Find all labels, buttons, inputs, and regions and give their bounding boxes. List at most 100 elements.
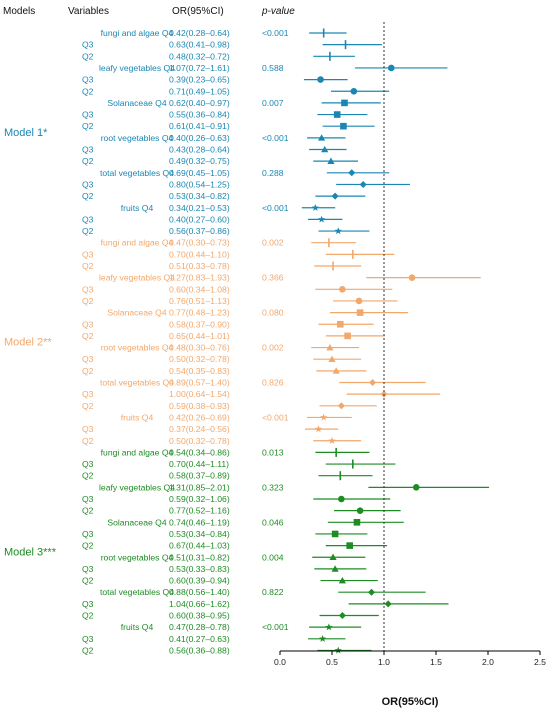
row-label: Q3 (82, 529, 94, 539)
row-or-ci: 0.54(0.35–0.83) (169, 366, 230, 376)
row-or-ci: 0.58(0.37–0.89) (169, 471, 230, 481)
row-or-ci: 0.43(0.28–0.64) (169, 145, 230, 155)
row-or-ci: 0.54(0.34–0.86) (169, 447, 230, 457)
row-label: fruits Q4 (121, 412, 154, 422)
row-or-ci: 0.51(0.33–0.78) (169, 261, 230, 271)
row-label: Q2 (82, 436, 94, 446)
row-or-ci: 0.37(0.24–0.56) (169, 424, 230, 434)
row-p-value: 0.007 (262, 98, 284, 108)
row-or-ci: 0.58(0.37–0.90) (169, 319, 230, 329)
forest-row: fruits Q4 0.47(0.28–0.78) <0.001 (121, 622, 362, 632)
row-label: Q2 (82, 576, 94, 586)
row-label: Q3 (82, 214, 94, 224)
point-estimate-circle (338, 495, 345, 503)
row-or-ci: 0.77(0.48–1.23) (169, 308, 230, 318)
row-or-ci: 0.59(0.32–1.06) (169, 494, 230, 504)
row-or-ci: 0.62(0.40–0.97) (169, 98, 230, 108)
row-label: Q3 (82, 110, 94, 120)
forest-row: Q2 0.53(0.34–0.82) (82, 191, 366, 201)
row-label: fruits Q4 (121, 622, 154, 632)
forest-row: Q2 0.49(0.32–0.75) (82, 156, 358, 166)
point-estimate-star (317, 215, 326, 223)
forest-row: Q3 0.55(0.36–0.84) (82, 110, 368, 120)
header-models: Models (3, 6, 35, 17)
point-estimate-diamond (338, 612, 346, 619)
row-p-value: 0.004 (262, 552, 284, 562)
point-estimate-circle (387, 64, 395, 72)
row-or-ci: 0.60(0.34–1.08) (169, 284, 230, 294)
row-label: Q3 (82, 599, 94, 609)
row-label: Q3 (82, 634, 94, 644)
forest-row: Q2 0.56(0.37–0.86) (82, 226, 370, 236)
forest-row: Q3 0.53(0.33–0.83) (82, 564, 367, 574)
model-group: fungi and algae Q40.47(0.30–0.73) 0.002Q3… (4, 238, 481, 446)
forest-row: Q2 0.77(0.52–1.16) (82, 506, 401, 516)
forest-row: Q2 0.60(0.39–0.94) (82, 576, 378, 586)
point-estimate-diamond (348, 169, 356, 177)
forest-row: Q3 0.63(0.41–0.98) (82, 40, 382, 50)
header-or: OR(95%CI) (172, 6, 224, 17)
model-group: fungi and algae Q40.54(0.34–0.86) 0.013 Q3… (4, 447, 490, 655)
row-or-ci: 0.59(0.38–0.93) (169, 401, 230, 411)
row-or-ci: 0.69(0.45–1.05) (169, 168, 230, 178)
point-estimate-triangle (326, 343, 334, 351)
point-estimate-diamond (384, 600, 392, 608)
row-label: Q2 (82, 331, 94, 341)
forest-row: total vegetables Q40.89(0.57–1.40) 0.826 (100, 378, 426, 388)
row-label: fruits Q4 (121, 203, 154, 213)
forest-row: Q3 0.80(0.54–1.25) (82, 179, 410, 189)
row-p-value: <0.001 (262, 412, 289, 422)
row-label: Q2 (82, 506, 94, 516)
row-label: leafy vegetables Q4 (99, 482, 175, 492)
row-p-value: 0.588 (262, 63, 284, 73)
row-label: Q3 (82, 354, 94, 364)
row-or-ci: 0.50(0.32–0.78) (169, 436, 230, 446)
row-p-value: 0.013 (262, 447, 284, 457)
row-label: fungi and algae Q4 (101, 447, 174, 457)
point-estimate-triangle (332, 367, 340, 374)
x-tick-label: 1.5 (430, 657, 442, 667)
forest-row: leafy vegetables Q41.27(0.83–1.93) 0.366 (99, 273, 481, 283)
point-estimate-star (320, 413, 328, 421)
forest-row: fungi and algae Q40.42(0.28–0.64) <0.001 (101, 28, 347, 38)
point-estimate-triangle (318, 134, 326, 141)
row-or-ci: 0.34(0.21–0.53) (169, 203, 230, 213)
forest-row: Q3 0.37(0.24–0.56) (82, 424, 339, 434)
forest-row: Q3 0.70(0.44–1.10) (82, 249, 395, 259)
header-variables: Variables (68, 6, 109, 17)
row-or-ci: 0.67(0.44–1.03) (169, 541, 230, 551)
point-estimate-triangle (328, 355, 336, 362)
row-or-ci: 0.47(0.30–0.73) (169, 238, 230, 248)
forest-row: Q3 0.60(0.34–1.08) (82, 284, 393, 294)
row-label: Q3 (82, 389, 94, 399)
point-estimate-diamond (359, 180, 367, 188)
row-label: Solanaceae Q4 (107, 98, 166, 108)
point-estimate-triangle (338, 576, 346, 584)
point-estimate-circle (356, 507, 364, 514)
point-estimate-square (344, 332, 351, 340)
point-estimate-circle (339, 286, 346, 293)
forest-row: Q2 0.65(0.44–1.01) (82, 331, 386, 341)
row-or-ci: 0.53(0.34–0.82) (169, 191, 230, 201)
point-estimate-square (340, 122, 347, 130)
point-estimate-star (334, 227, 342, 235)
row-or-ci: 0.50(0.32–0.78) (169, 354, 230, 364)
row-or-ci: 0.71(0.49–1.05) (169, 86, 230, 96)
point-estimate-diamond (337, 402, 345, 410)
point-estimate-triangle (331, 565, 339, 572)
row-or-ci: 1.00(0.64–1.54) (169, 389, 230, 399)
row-label: Q2 (82, 401, 94, 411)
forest-row: total vegetables Q40.69(0.45–1.05) 0.288 (100, 168, 390, 178)
row-label: root vegetables Q4 (101, 552, 174, 562)
point-estimate-star (311, 203, 319, 211)
row-label: Q2 (82, 226, 94, 236)
forest-row: Solanaceae Q4 0.62(0.40–0.97) 0.007 (107, 98, 381, 108)
row-label: Q3 (82, 424, 94, 434)
row-label: Q3 (82, 249, 94, 259)
row-or-ci: 0.41(0.27–0.63) (169, 634, 230, 644)
row-label: Q3 (82, 459, 94, 469)
row-or-ci: 0.47(0.28–0.78) (169, 622, 230, 632)
row-or-ci: 0.48(0.30–0.76) (169, 343, 230, 353)
row-or-ci: 0.77(0.52–1.16) (169, 506, 230, 516)
